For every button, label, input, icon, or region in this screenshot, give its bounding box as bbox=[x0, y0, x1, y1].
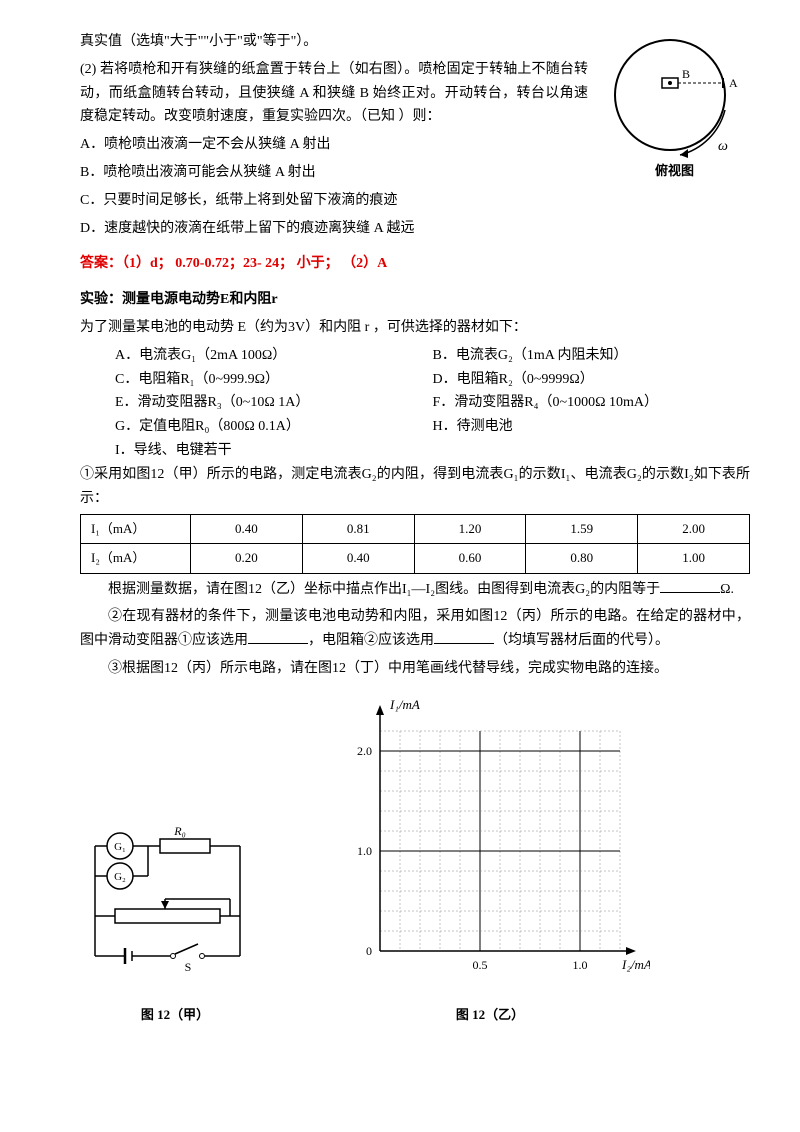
exp-p1b: 根据测量数据，请在图12（乙）坐标中描点作出I₁—I₂图线。由图得到电流表G₂的… bbox=[80, 578, 750, 602]
label-B: B bbox=[682, 67, 690, 81]
row1-label: I₁（mA） bbox=[81, 515, 191, 544]
exp-p1a: ①采用如图12（甲）所示的电路，测定电流表G₂的内阻，得到电流表G₁的示数I₁、… bbox=[80, 463, 750, 511]
exp-p3: ③根据图12（丙）所示电路，请在图12（丁）中用笔画线代替导线，完成实物电路的连… bbox=[80, 657, 750, 681]
equipment-list: A．电流表G₁（2mA 100Ω） B．电流表G₂（1mA 内阻未知） C．电阻… bbox=[80, 344, 750, 463]
svg-text:1.0: 1.0 bbox=[357, 844, 372, 858]
item-D: D．电阻箱R₂（0~9999Ω） bbox=[433, 368, 751, 392]
data-table: I₁（mA） 0.40 0.81 1.20 1.59 2.00 I₂（mA） 0… bbox=[80, 514, 750, 573]
figure-12b: I₁/mA I₂/mA 0 1.0 2.0 0.5 1.0 图 12（乙） bbox=[330, 691, 650, 1026]
svg-text:1.0: 1.0 bbox=[573, 958, 588, 972]
exp-p2: ②在现有器材的条件下，测量该电池电动势和内阻，采用如图12（丙）所示的电路。在给… bbox=[80, 605, 750, 653]
label-A: A bbox=[729, 76, 738, 90]
item-E: E．滑动变阻器R₃（0~10Ω 1A） bbox=[115, 391, 433, 415]
item-G: G．定值电阻R₀（800Ω 0.1A） bbox=[115, 415, 433, 439]
q1-optD: D．速度越快的液滴在纸带上留下的痕迹离狭缝 A 越远 bbox=[80, 217, 750, 241]
rotation-diagram: B A ω 俯视图 bbox=[600, 30, 750, 189]
svg-text:0: 0 bbox=[366, 944, 372, 958]
item-A: A．电流表G₁（2mA 100Ω） bbox=[115, 344, 433, 368]
fig12a-caption: 图 12（甲） bbox=[80, 1004, 270, 1026]
blank-resistor-box bbox=[434, 630, 494, 644]
svg-text:R₀: R₀ bbox=[173, 824, 186, 838]
diagram-caption: 俯视图 bbox=[655, 163, 694, 178]
svg-text:0.5: 0.5 bbox=[473, 958, 488, 972]
row2-label: I₂（mA） bbox=[81, 544, 191, 573]
blank-resistance bbox=[660, 579, 720, 593]
answer-1: 答案：（1）d； 0.70-0.72；23- 24； 小于； （2）A bbox=[80, 252, 750, 276]
omega-label: ω bbox=[718, 139, 728, 154]
experiment-title: 实验：测量电源电动势E和内阻r bbox=[80, 288, 750, 312]
item-B: B．电流表G₂（1mA 内阻未知） bbox=[433, 344, 751, 368]
table-row: I₂（mA） 0.20 0.40 0.60 0.80 1.00 bbox=[81, 544, 750, 573]
fig12b-caption: 图 12（乙） bbox=[330, 1004, 650, 1026]
svg-text:2.0: 2.0 bbox=[357, 744, 372, 758]
svg-text:I₂/mA: I₂/mA bbox=[621, 957, 650, 972]
q1-optC: C．只要时间足够长，纸带上将到处留下液滴的痕迹 bbox=[80, 189, 750, 213]
item-F: F．滑动变阻器R₄（0~1000Ω 10mA） bbox=[433, 391, 751, 415]
item-H: H．待测电池 bbox=[433, 415, 751, 439]
item-C: C．电阻箱R₁（0~999.9Ω） bbox=[115, 368, 433, 392]
blank-rheostat bbox=[248, 630, 308, 644]
exp-intro: 为了测量某电池的电动势 E（约为3V）和内阻 r ，可供选择的器材如下： bbox=[80, 316, 750, 340]
svg-text:G₁: G₁ bbox=[114, 841, 126, 853]
table-row: I₁（mA） 0.40 0.81 1.20 1.59 2.00 bbox=[81, 515, 750, 544]
item-I: I．导线、电键若干 bbox=[115, 439, 433, 463]
svg-text:S: S bbox=[185, 960, 192, 974]
svg-text:I₁/mA: I₁/mA bbox=[389, 697, 420, 712]
figure-12a: G₁ G₂ R₀ bbox=[80, 821, 270, 1026]
svg-text:G₂: G₂ bbox=[114, 871, 126, 883]
